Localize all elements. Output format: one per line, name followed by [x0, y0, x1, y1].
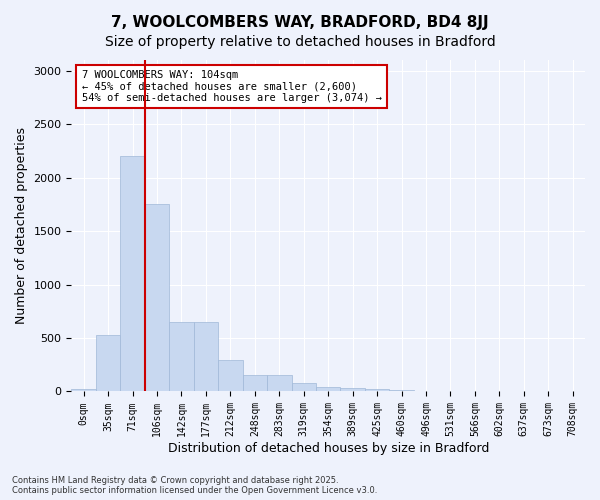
Bar — [218, 360, 242, 392]
Bar — [365, 390, 389, 392]
Bar — [121, 156, 145, 392]
Bar — [267, 375, 292, 392]
Bar — [242, 375, 267, 392]
Bar — [340, 388, 365, 392]
Bar — [96, 335, 121, 392]
Bar — [389, 390, 414, 392]
Text: 7, WOOLCOMBERS WAY, BRADFORD, BD4 8JJ: 7, WOOLCOMBERS WAY, BRADFORD, BD4 8JJ — [111, 15, 489, 30]
X-axis label: Distribution of detached houses by size in Bradford: Distribution of detached houses by size … — [167, 442, 489, 455]
Text: 7 WOOLCOMBERS WAY: 104sqm
← 45% of detached houses are smaller (2,600)
54% of se: 7 WOOLCOMBERS WAY: 104sqm ← 45% of detac… — [82, 70, 382, 103]
Text: Size of property relative to detached houses in Bradford: Size of property relative to detached ho… — [104, 35, 496, 49]
Text: Contains HM Land Registry data © Crown copyright and database right 2025.
Contai: Contains HM Land Registry data © Crown c… — [12, 476, 377, 495]
Bar — [316, 386, 340, 392]
Bar — [145, 204, 169, 392]
Y-axis label: Number of detached properties: Number of detached properties — [15, 127, 28, 324]
Bar — [169, 322, 194, 392]
Bar — [71, 389, 96, 392]
Bar — [292, 383, 316, 392]
Bar — [194, 322, 218, 392]
